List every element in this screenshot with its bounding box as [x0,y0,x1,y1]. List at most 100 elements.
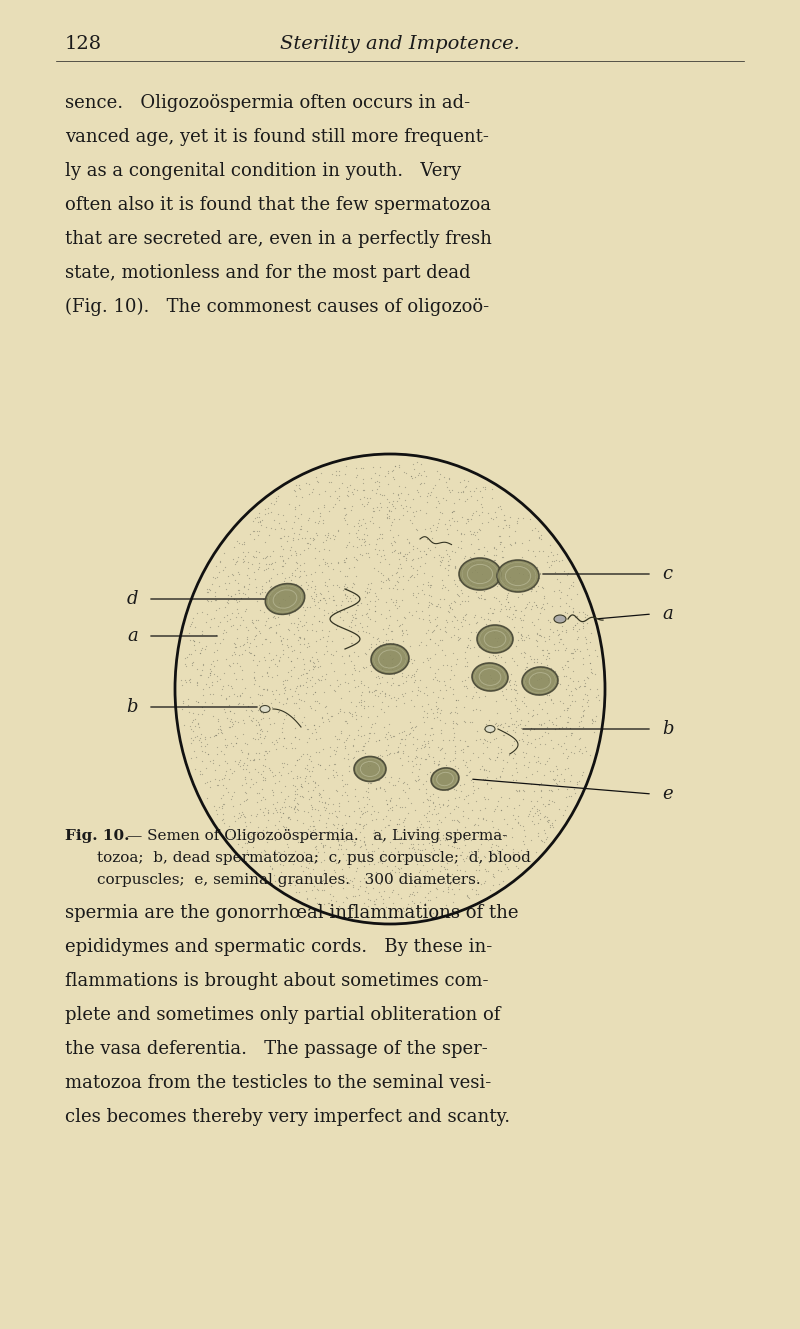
Point [258,769,271,791]
Point [292,508,305,529]
Point [310,720,322,742]
Point [310,630,322,651]
Point [578,699,590,720]
Point [219,735,232,756]
Point [369,590,382,611]
Point [424,518,437,540]
Point [352,851,365,872]
Point [498,505,510,526]
Point [379,631,392,653]
Point [370,897,383,918]
Point [258,840,271,861]
Point [511,629,524,650]
Point [590,686,602,707]
Point [448,573,461,594]
Point [490,715,503,736]
Point [348,728,361,750]
Point [274,801,286,823]
Point [439,827,452,848]
Point [412,607,425,629]
Point [501,857,514,878]
Point [232,602,245,623]
Point [248,759,261,780]
Point [534,597,547,618]
Point [347,557,360,578]
Point [419,748,432,769]
Point [274,626,286,647]
Point [534,603,546,625]
Point [250,577,262,598]
Point [530,623,543,645]
Point [540,684,553,706]
Point [442,881,454,902]
Point [333,699,346,720]
Point [484,664,497,686]
Point [453,585,466,606]
Point [234,607,247,629]
Point [424,574,437,595]
Point [236,542,249,563]
Point [214,719,227,740]
Point [569,614,582,635]
Point [406,904,419,925]
Point [379,816,392,837]
Point [530,622,543,643]
Point [238,639,251,661]
Point [303,748,316,769]
Point [475,606,488,627]
Point [560,678,573,699]
Point [343,872,356,893]
Point [475,513,488,534]
Point [554,629,566,650]
Point [210,650,223,671]
Point [391,674,404,695]
Point [256,702,269,723]
Point [341,886,354,908]
Point [487,670,500,691]
Point [221,707,234,728]
Point [228,711,241,732]
Point [403,837,416,859]
Point [320,695,333,716]
Point [383,554,396,575]
Point [491,645,504,666]
Point [246,727,259,748]
Point [414,892,426,913]
Point [418,893,431,914]
Point [570,678,582,699]
Point [449,591,462,613]
Point [300,731,313,752]
Point [313,510,326,532]
Point [571,626,584,647]
Point [245,821,258,843]
Point [487,816,500,837]
Point [368,890,381,912]
Point [390,813,403,835]
Point [419,622,432,643]
Point [262,557,274,578]
Point [299,856,312,877]
Point [440,859,453,880]
Point [331,813,344,835]
Point [266,680,278,702]
Point [218,573,231,594]
Point [259,816,272,837]
Point [233,579,246,601]
Point [317,513,330,534]
Point [299,683,312,704]
Point [253,557,266,578]
Point [374,870,387,892]
Point [398,808,411,829]
Point [391,609,404,630]
Point [458,829,470,851]
Point [314,590,326,611]
Point [541,593,554,614]
Point [246,650,259,671]
Point [272,606,285,627]
Point [433,796,446,817]
Point [406,536,419,557]
Point [402,482,414,504]
Point [476,486,489,508]
Point [318,878,330,900]
Point [573,771,586,792]
